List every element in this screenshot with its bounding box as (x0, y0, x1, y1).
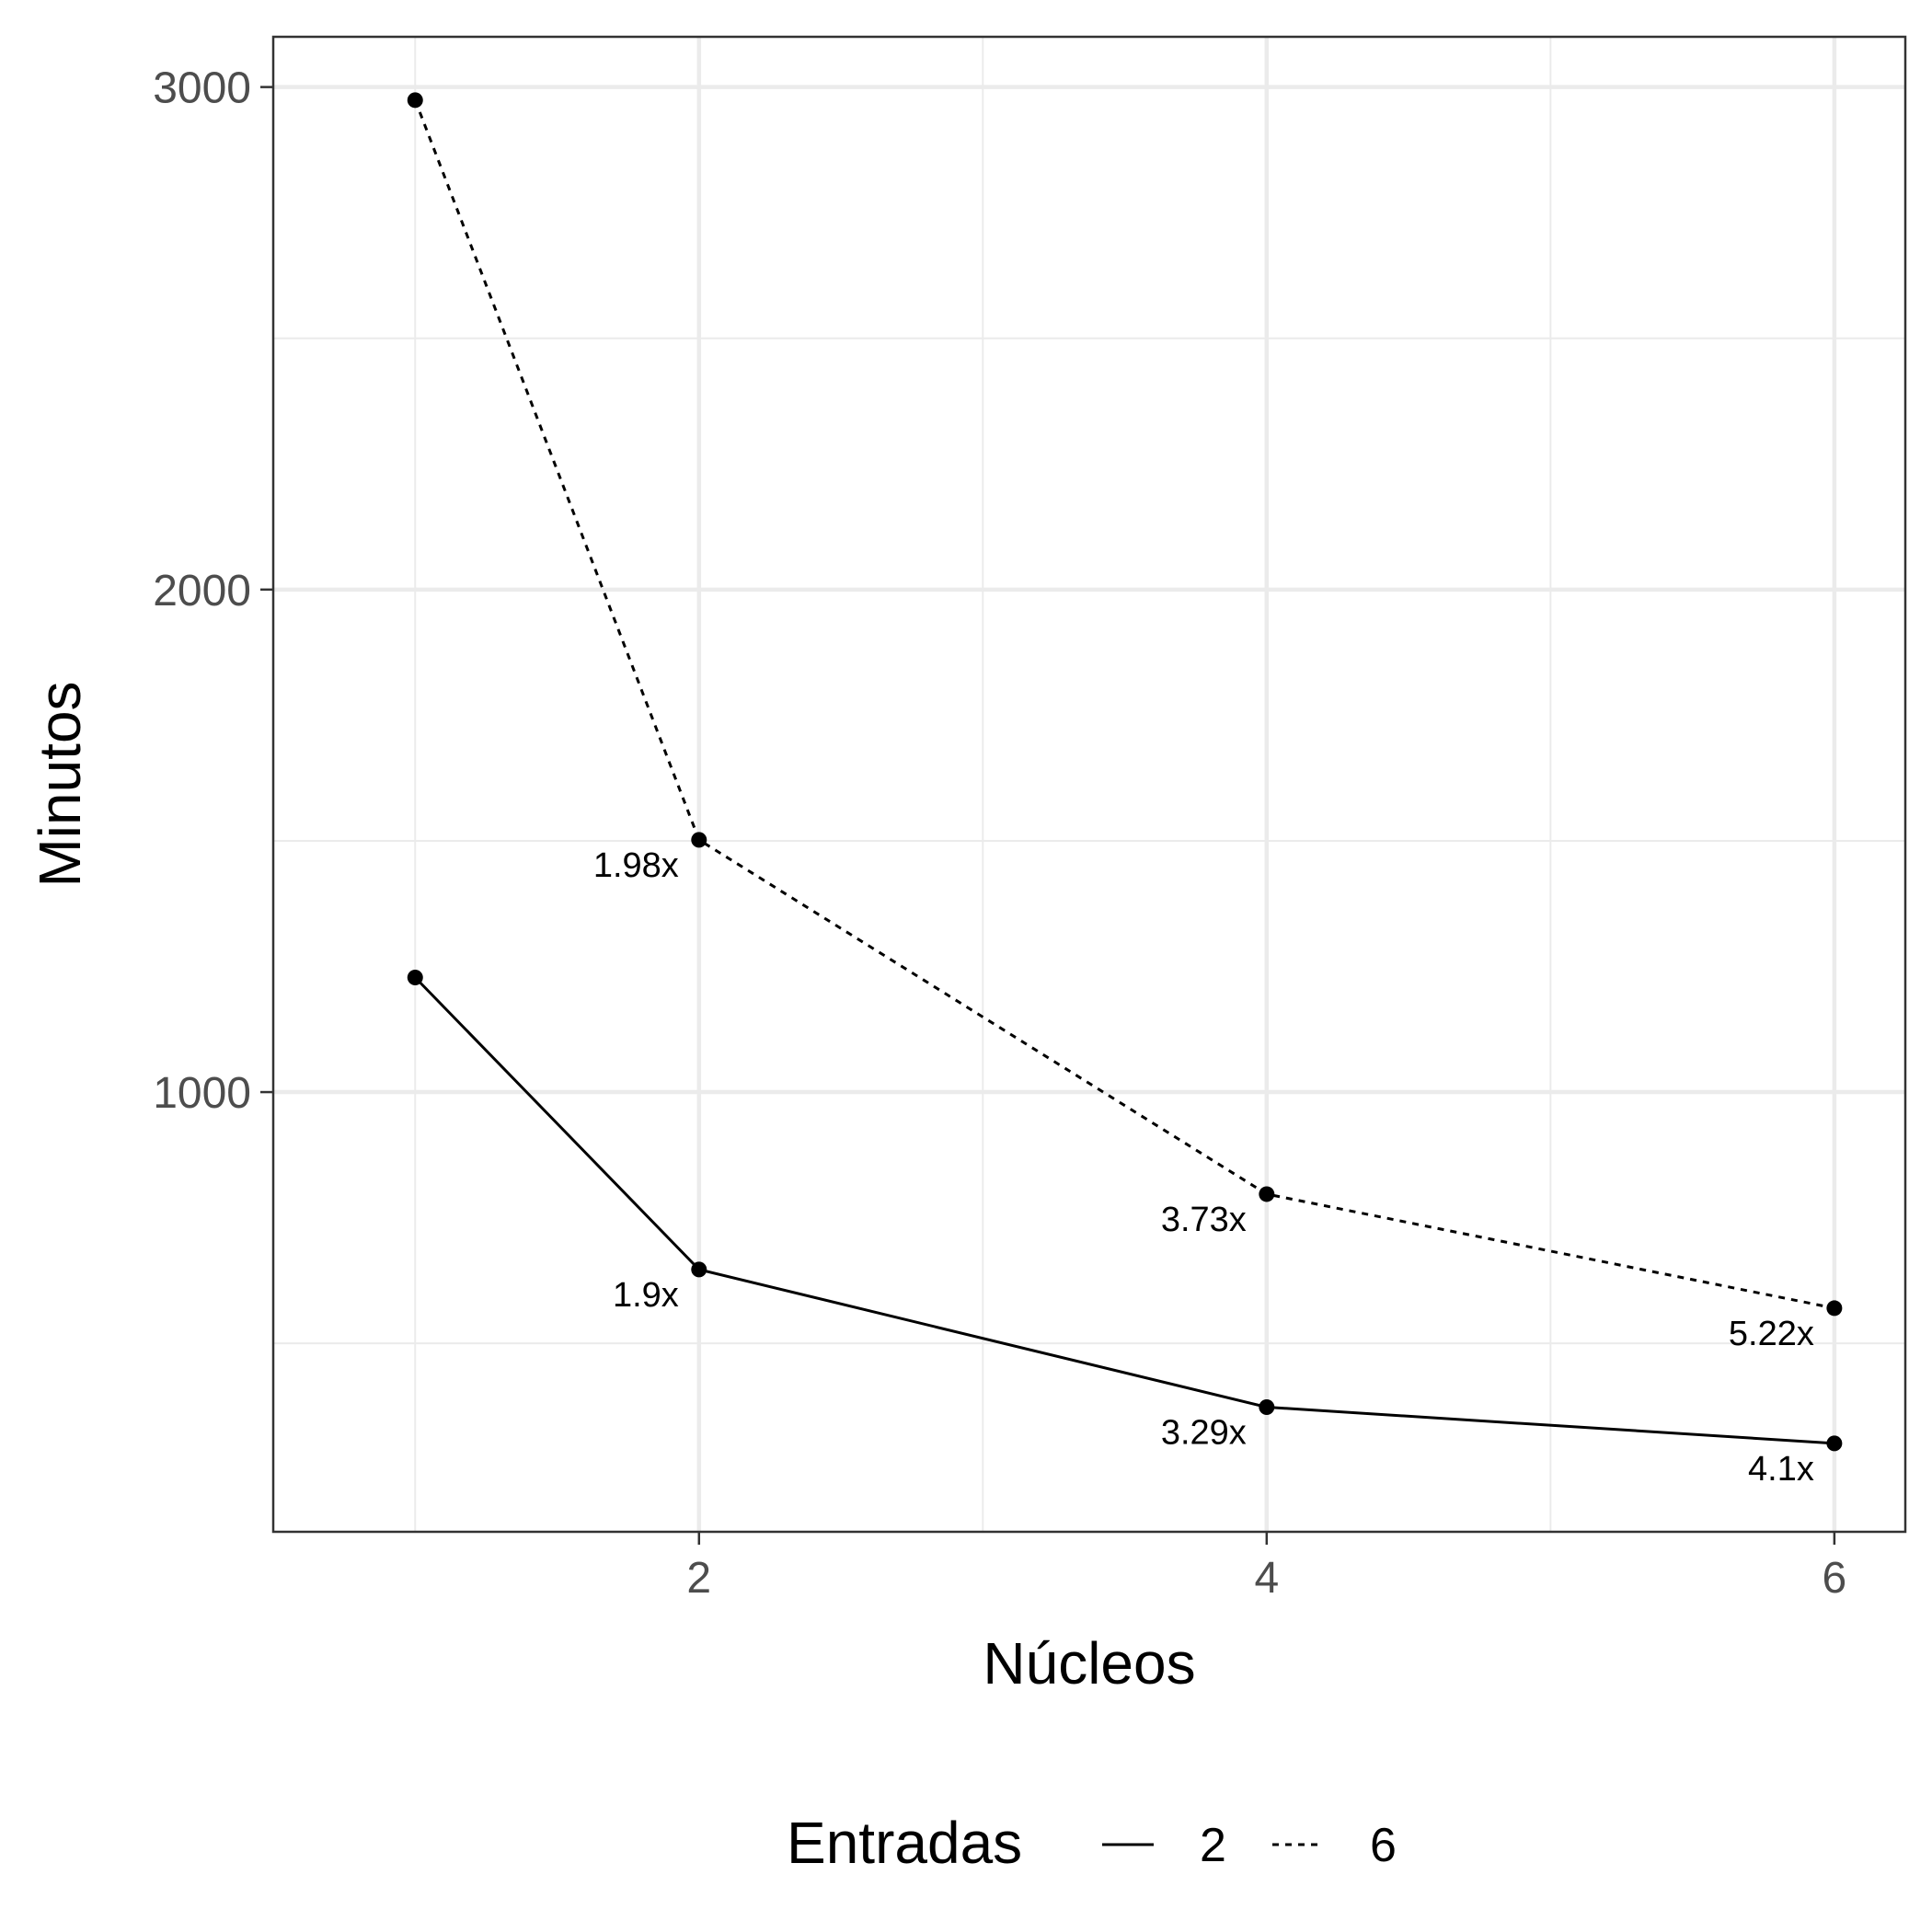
point-label: 3.73x (1161, 1201, 1247, 1239)
data-point (1259, 1186, 1275, 1202)
legend-title: Entradas (787, 1810, 1022, 1876)
point-label: 4.1x (1748, 1450, 1814, 1489)
axes: 1000 2000 3000 2 4 6 (153, 64, 1846, 1603)
legend: Entradas 2 6 (787, 1810, 1397, 1876)
y-tick-label: 3000 (153, 64, 251, 113)
series-line-2 (414, 976, 1834, 1445)
x-tick-label: 6 (1823, 1554, 1847, 1603)
y-tick-label: 2000 (153, 567, 251, 615)
legend-label-6: 6 (1370, 1819, 1397, 1872)
legend-label-2: 2 (1200, 1819, 1226, 1872)
data-point (407, 970, 423, 986)
point-label: 5.22x (1729, 1315, 1814, 1353)
panel-border (271, 35, 1907, 1534)
x-tick-label: 2 (686, 1554, 711, 1603)
point-labels: 1.9x 3.29x 4.1x 1.98x 3.73x 5.22x (593, 846, 1814, 1489)
data-point (1259, 1399, 1275, 1416)
series-lines (413, 99, 1835, 1445)
x-axis-title: Núcleos (983, 1630, 1195, 1696)
data-point (407, 92, 423, 109)
point-label: 1.9x (613, 1276, 679, 1315)
grid-lines (273, 37, 1905, 1532)
point-label: 3.29x (1161, 1414, 1247, 1453)
data-point (691, 832, 707, 848)
data-point (1826, 1435, 1843, 1452)
data-point (691, 1261, 707, 1278)
y-tick-label: 1000 (153, 1069, 251, 1118)
data-point (1826, 1300, 1843, 1317)
point-label: 1.98x (593, 846, 679, 885)
x-tick-label: 4 (1254, 1554, 1279, 1603)
y-axis-title: Minutos (27, 681, 93, 887)
data-points (407, 92, 1843, 1452)
series-line-6 (413, 99, 1835, 1310)
